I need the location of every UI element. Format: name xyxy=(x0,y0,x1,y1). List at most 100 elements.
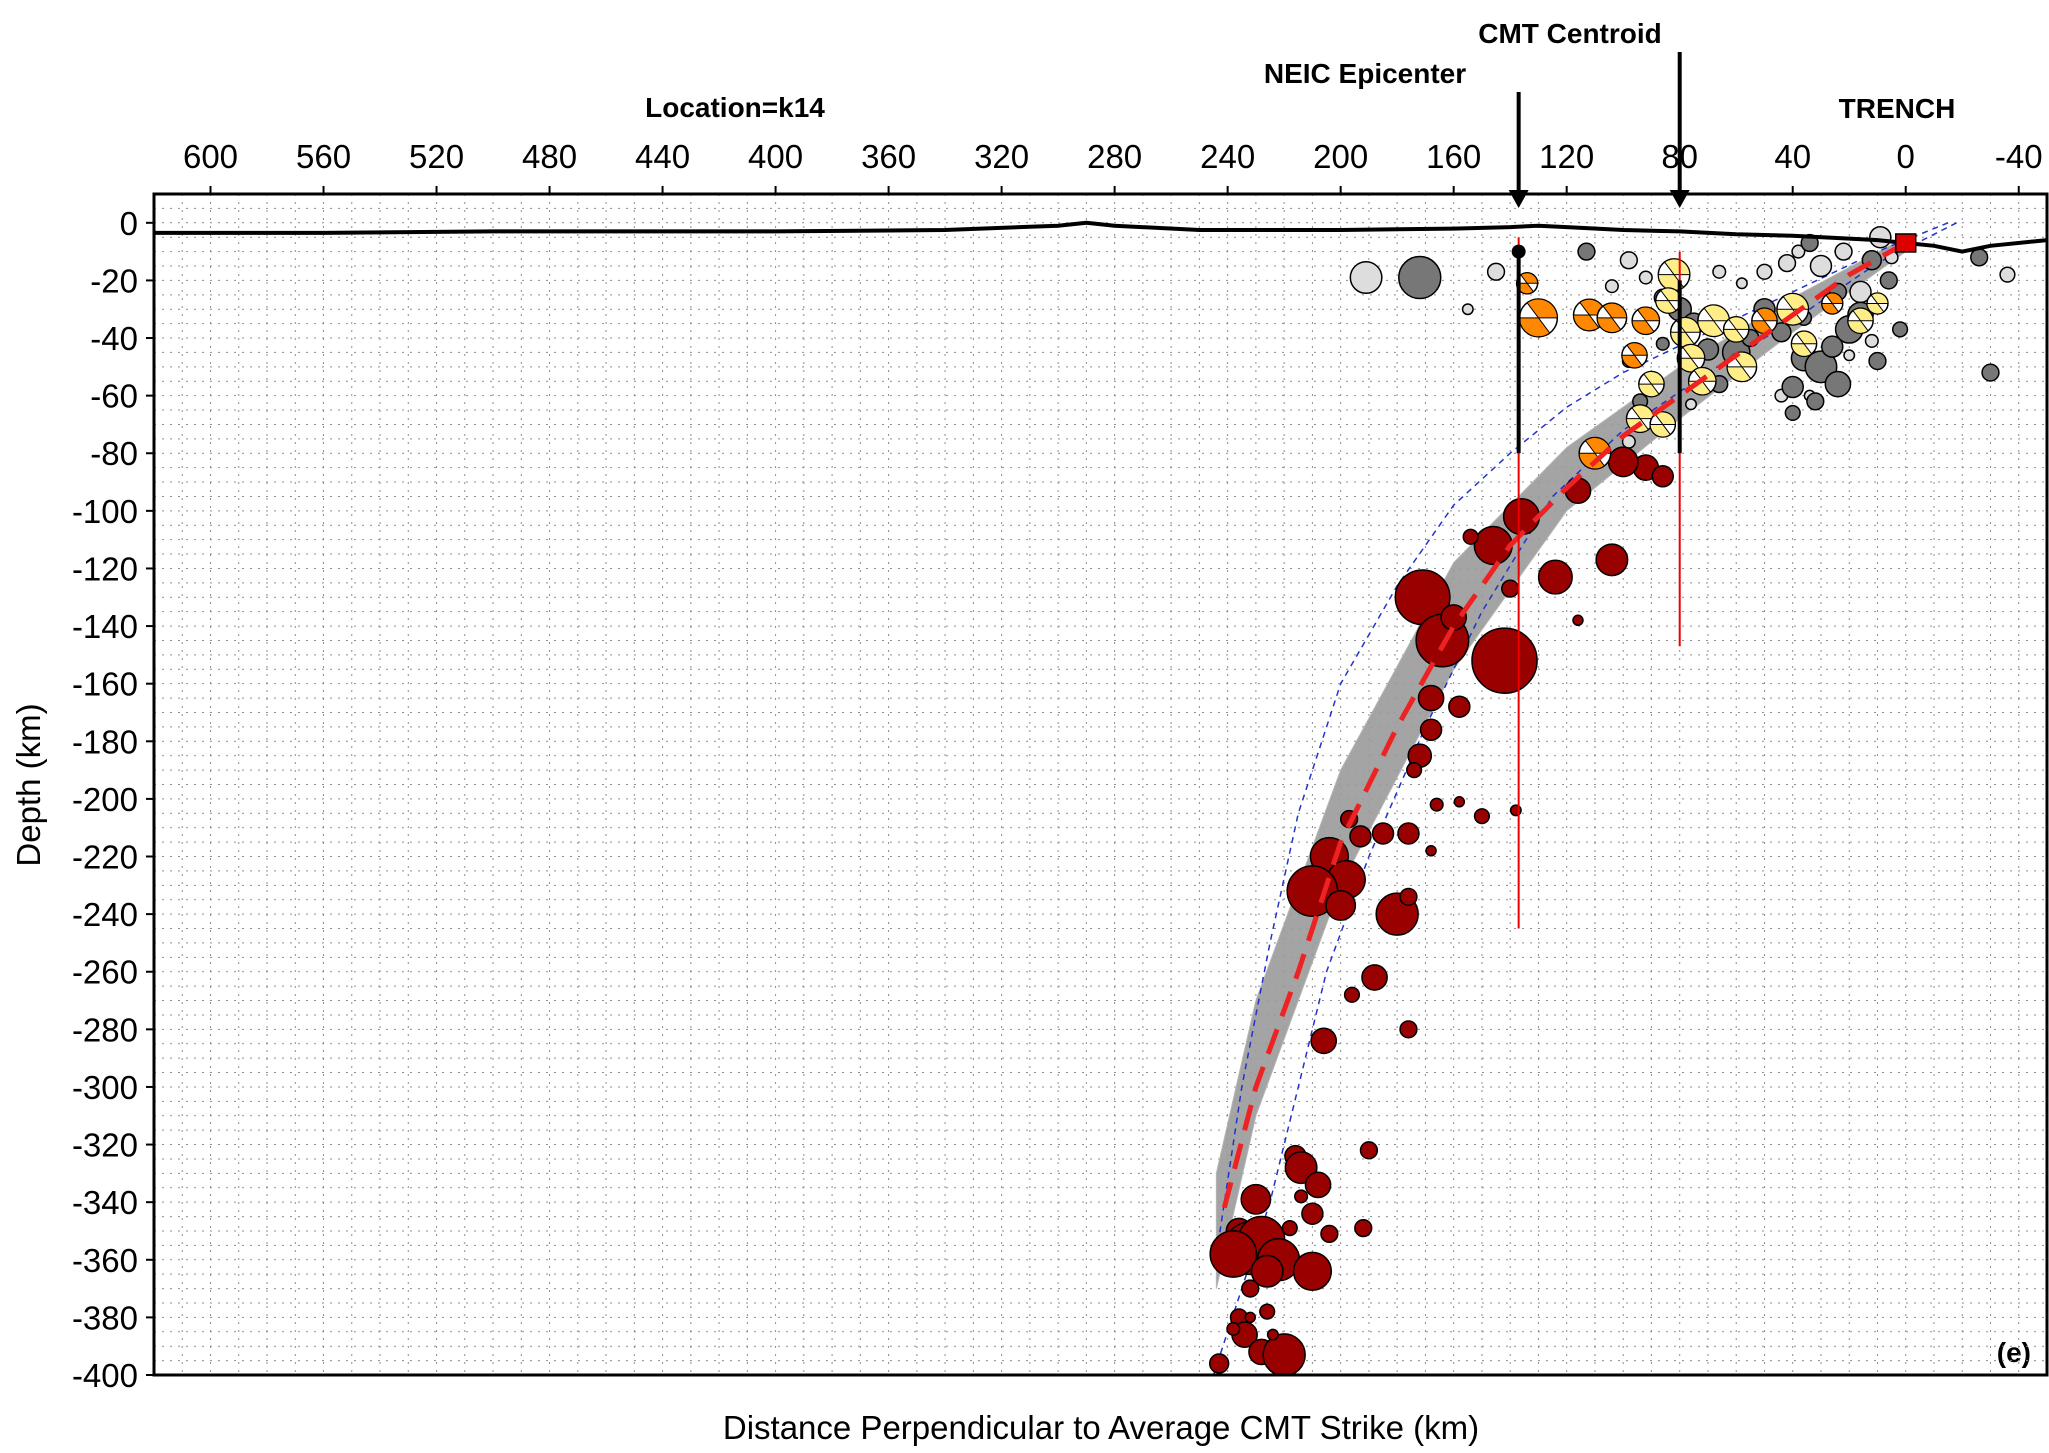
x-tick-label: 40 xyxy=(1774,138,1811,175)
focal-mechanism-compression xyxy=(1631,320,1655,335)
hypocenter-deep xyxy=(1607,446,1639,478)
y-tick-label: -40 xyxy=(90,320,138,357)
x-tick-label: 520 xyxy=(409,138,464,175)
focal-mechanism-compression xyxy=(1697,320,1724,337)
hypocenter-shallow-light xyxy=(1864,333,1879,348)
y-tick-label: -60 xyxy=(90,378,138,415)
focal-mechanism-compression xyxy=(1866,302,1885,315)
focal-mechanism-compression xyxy=(1596,317,1622,334)
slab-model-envelope xyxy=(1215,236,1907,1289)
hypocenter-deep xyxy=(1572,614,1584,627)
hypocenter-deep xyxy=(1448,695,1471,718)
hypocenter-deep xyxy=(1325,890,1357,921)
hypocenter-shallow-light xyxy=(1834,242,1853,261)
hypocenter-shallow-dark xyxy=(1781,375,1804,399)
hypocenter-shallow-light xyxy=(1869,225,1892,249)
hypocenter-shallow-dark xyxy=(1970,248,1989,267)
hypocenter-shallow-light xyxy=(1486,262,1506,281)
y-axis-title: Depth (km) xyxy=(10,703,47,866)
y-tick-label: -380 xyxy=(72,1299,138,1336)
neic-epicenter-dot xyxy=(1511,244,1526,259)
focal-mechanism-compression xyxy=(1727,316,1750,330)
grid xyxy=(154,194,2047,1375)
focal-mechanism-compression xyxy=(1636,306,1660,322)
focal-mechanism-compression xyxy=(1726,366,1752,383)
hypocenter-shallow-light xyxy=(1791,244,1806,259)
y-tick-label: -160 xyxy=(72,666,138,703)
focal-mechanism-compression xyxy=(1682,344,1706,359)
hypocenter-deep xyxy=(1371,822,1395,845)
hypocenter-deep xyxy=(1399,887,1418,906)
focal-mechanism-compression xyxy=(1723,328,1745,343)
slab-model-line xyxy=(1219,240,1907,1218)
panel-label: (e) xyxy=(1997,1337,2031,1368)
hypocenter-deep xyxy=(1502,498,1541,536)
focal-mechanism-compression xyxy=(1626,342,1648,356)
focal-mechanism-compression xyxy=(1584,437,1612,454)
location-markers xyxy=(1508,52,1917,929)
hypocenter-deep xyxy=(1281,1219,1298,1237)
focal-mechanism-compression xyxy=(1847,320,1869,334)
hypocenter-deep xyxy=(1320,1224,1339,1244)
x-tick-label: 360 xyxy=(861,138,916,175)
focal-mechanism-compression xyxy=(1870,292,1889,304)
hypocenter-shallow-dark xyxy=(1891,321,1909,338)
hypocenter-deep xyxy=(1240,1183,1272,1215)
hypocenter-deep xyxy=(1425,845,1437,857)
hypocenter-shallow-light xyxy=(1843,349,1856,362)
x-tick-label: 400 xyxy=(748,138,803,175)
hypocenter-deep xyxy=(1419,718,1443,742)
hypocenter-deep xyxy=(1301,1202,1324,1225)
hypocenter-shallow-dark xyxy=(1821,335,1844,358)
hypocenter-deep xyxy=(1304,1171,1332,1199)
y-tick-label: -180 xyxy=(72,723,138,760)
hypocenter-deep xyxy=(1397,822,1420,845)
hypocenter-deep xyxy=(1651,465,1674,488)
hypocenter-shallow-light xyxy=(1809,254,1833,278)
x-axis-title: Distance Perpendicular to Average CMT St… xyxy=(723,1409,1479,1446)
focal-mechanism-compression xyxy=(1756,307,1778,322)
x-tick-label: 0 xyxy=(1897,138,1915,175)
hypocenter-deep xyxy=(1343,986,1361,1003)
hypocenter-deep xyxy=(1564,477,1592,505)
hypocenter-shallow-dark xyxy=(1824,370,1852,398)
plot-data xyxy=(154,220,2047,1375)
hypocenter-deep xyxy=(1473,525,1513,566)
hypocenter-shallow-light xyxy=(1685,398,1698,411)
hypocenter-shallow-light xyxy=(1461,303,1474,316)
chart-title: Location=k14 xyxy=(645,92,825,123)
y-tick-label: -240 xyxy=(72,896,138,933)
focal-mechanism-compression xyxy=(1643,371,1665,385)
hypocenter-deep xyxy=(1501,579,1520,598)
hypocenter-shallow-light xyxy=(1777,253,1797,273)
x-tick-label: 440 xyxy=(635,138,690,175)
focal-mechanism-compression xyxy=(1852,307,1874,322)
focal-mechanism-compression xyxy=(1655,300,1677,314)
hypocenter-deep xyxy=(1537,559,1573,595)
focal-mechanism-compression xyxy=(1825,292,1844,304)
hypocenter-deep xyxy=(1361,964,1388,991)
x-tick-label: 560 xyxy=(296,138,351,175)
y-tick-label: -260 xyxy=(72,954,138,991)
y-tick-label: -20 xyxy=(90,262,138,299)
hypocenter-shallow-light xyxy=(1999,266,2016,283)
hypocenter-deep xyxy=(1294,1189,1309,1204)
focal-mechanism-compression xyxy=(1663,258,1691,276)
x-tick-label: 280 xyxy=(1087,138,1142,175)
hypocenter-deep xyxy=(1429,797,1444,812)
hypocenter-deep xyxy=(1417,684,1445,712)
slab-lower-bound xyxy=(1212,222,1957,1375)
annotation-neic-epicenter: NEIC Epicenter xyxy=(1264,58,1466,89)
hypocenter-shallow-light xyxy=(1735,277,1748,290)
hypocenter-shallow-dark xyxy=(1879,271,1898,290)
plot-frame xyxy=(152,192,2049,1377)
hypocenter-deep xyxy=(1359,1141,1379,1160)
y-tick-label: -120 xyxy=(72,550,138,587)
hypocenter-deep xyxy=(1354,1218,1373,1238)
hypocenter-shallow-light xyxy=(1712,264,1727,279)
hypocenter-shallow-dark xyxy=(1577,242,1596,261)
x-tick-label: 240 xyxy=(1200,138,1255,175)
hypocenter-shallow-light xyxy=(1604,279,1619,294)
hypocenter-shallow-light xyxy=(1638,270,1653,285)
